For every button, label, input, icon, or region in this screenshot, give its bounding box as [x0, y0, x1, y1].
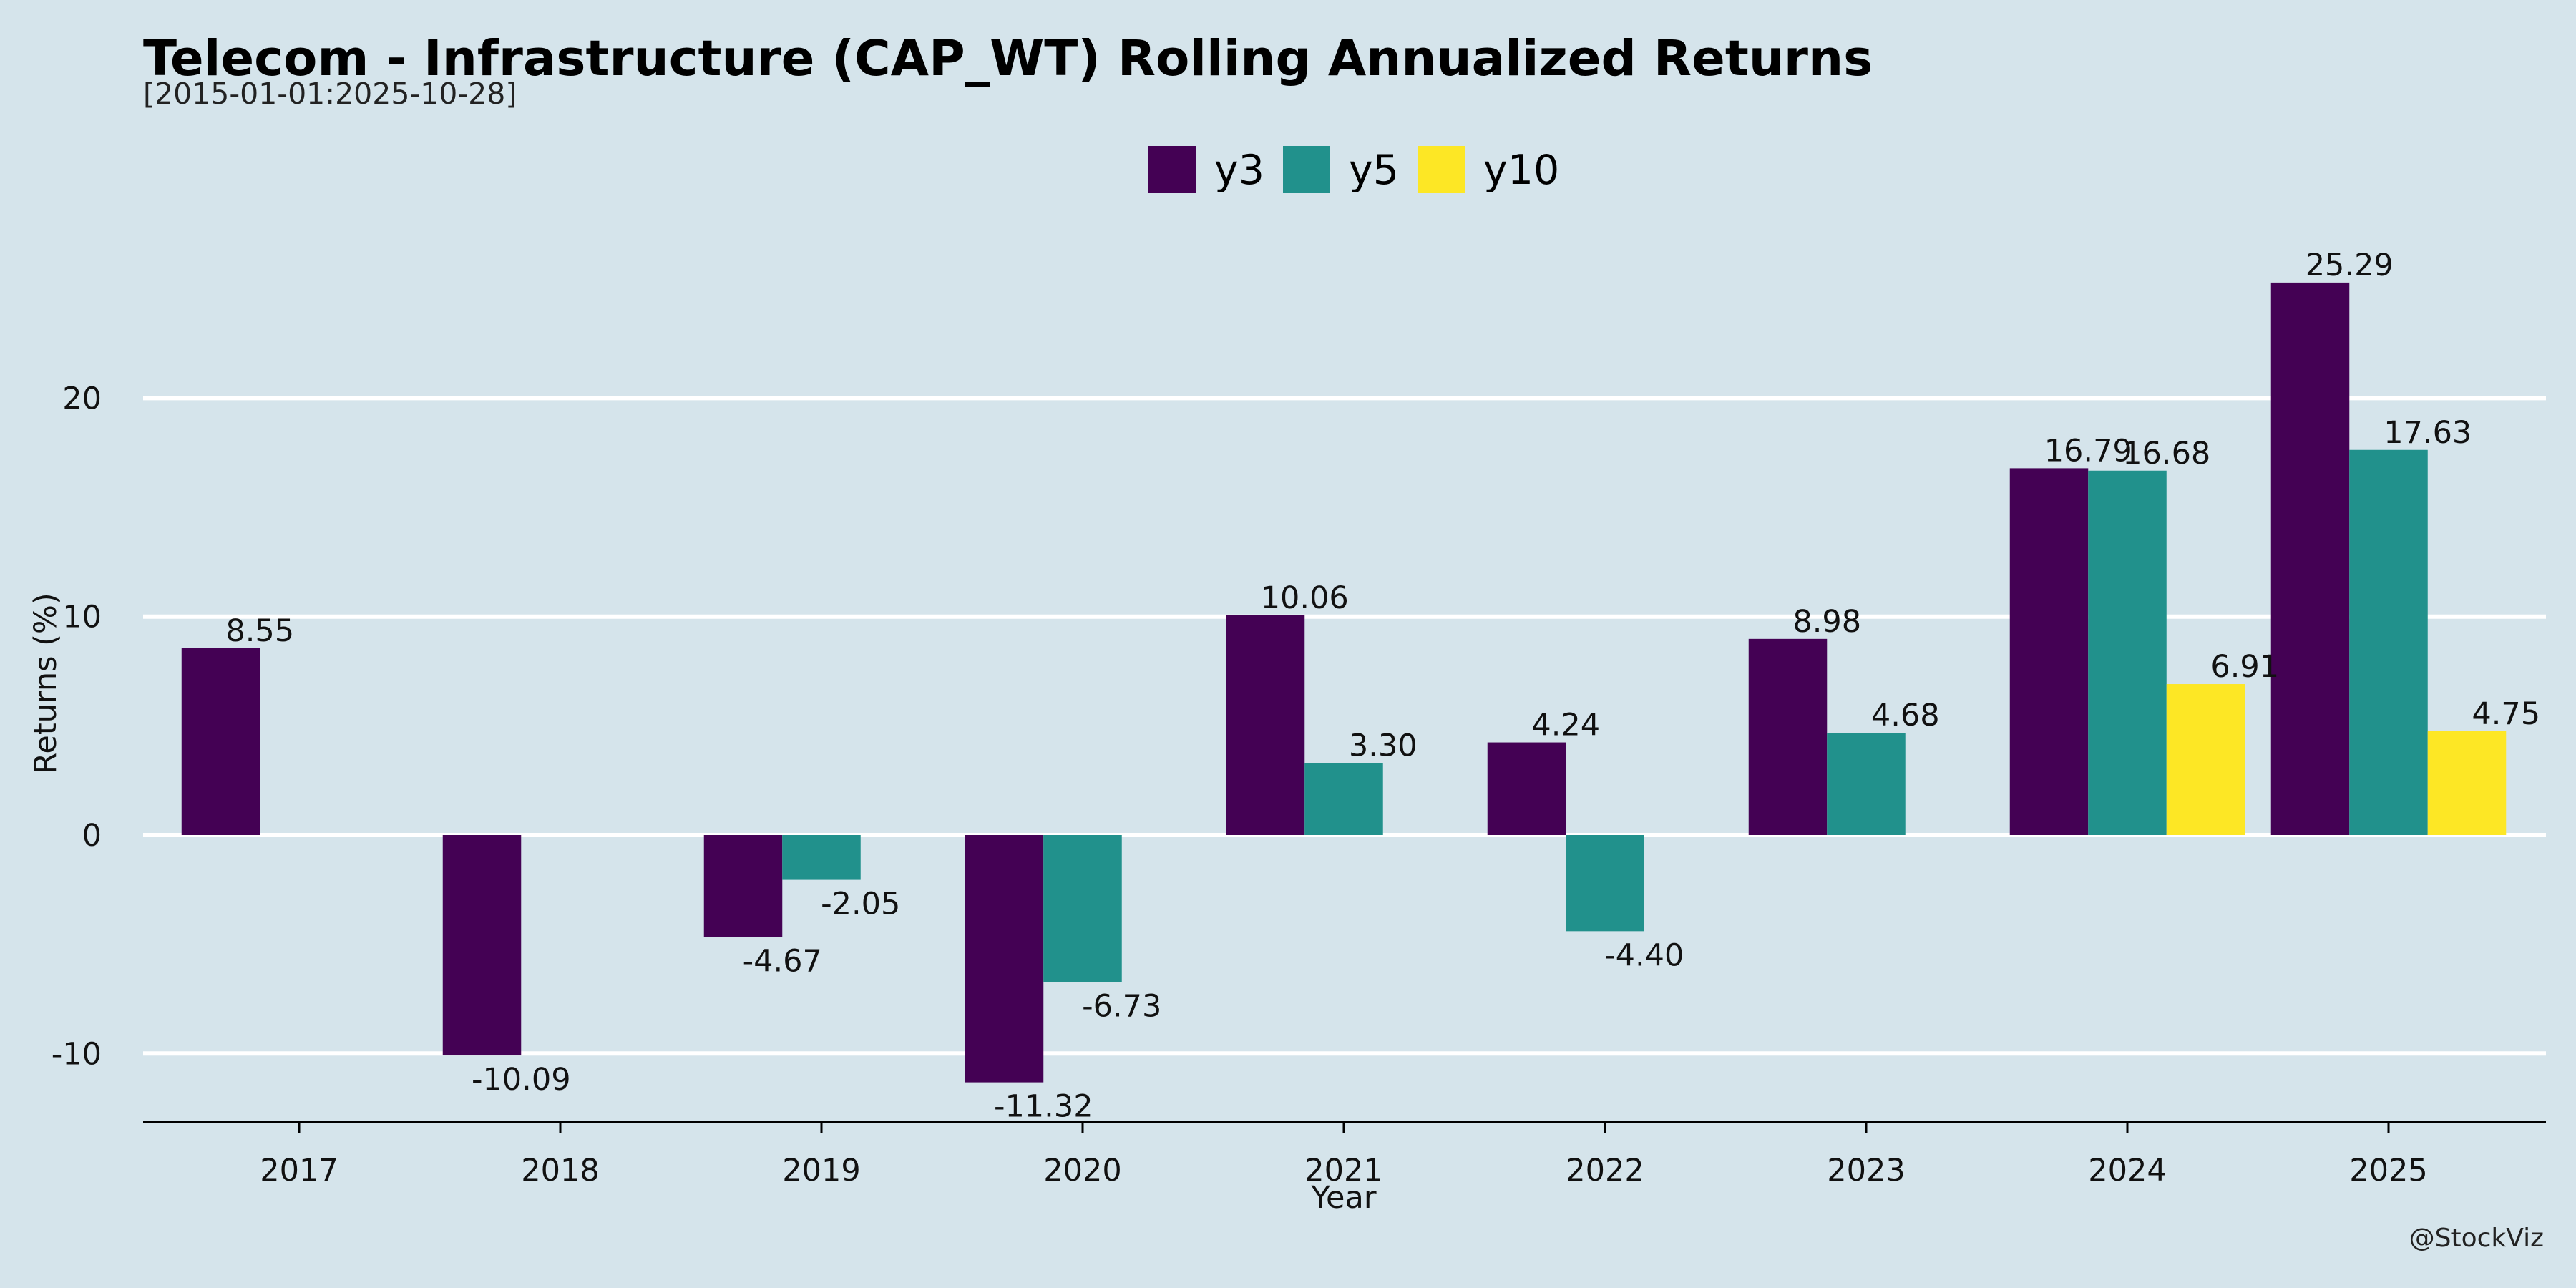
bar-y5-2025 [2349, 449, 2428, 835]
y-tick-label: 20 [62, 381, 102, 416]
bar-y5-2023 [1827, 733, 1906, 835]
value-label: 4.24 [1531, 708, 1600, 743]
bar-y3-2024 [2009, 468, 2089, 835]
bars [181, 282, 2507, 1083]
y-axis-label: Returns (%) [28, 592, 64, 774]
legend-label-y3: y3 [1214, 147, 1264, 194]
value-label: 8.55 [225, 613, 294, 649]
value-label: 3.30 [1349, 728, 1418, 763]
bar-y3-2021 [1226, 615, 1305, 835]
value-label: 4.68 [1871, 698, 1940, 733]
x-tick-label: 2018 [521, 1153, 599, 1189]
bar-y5-2020 [1043, 835, 1122, 982]
bar-y3-2022 [1487, 742, 1566, 835]
y-tick-label: 0 [82, 818, 102, 854]
value-label: -6.73 [1082, 988, 1161, 1024]
bar-y3-2020 [965, 835, 1044, 1083]
bar-y5-2022 [1566, 835, 1644, 932]
legend-label-y10: y10 [1483, 147, 1559, 194]
chart-subtitle: [2015-01-01:2025-10-28] [143, 77, 517, 111]
x-tick-label: 2022 [1566, 1153, 1644, 1189]
bar-y5-2019 [782, 835, 861, 880]
credit-text: @StockViz [2409, 1224, 2544, 1253]
value-label: 6.91 [2210, 649, 2279, 685]
legend-swatch-y5 [1283, 146, 1330, 193]
bar-y3-2025 [2270, 282, 2350, 835]
x-tick-label: 2021 [1304, 1153, 1382, 1189]
value-label: -2.05 [821, 887, 900, 922]
value-label: -11.32 [994, 1089, 1093, 1125]
value-label: 16.79 [2044, 433, 2132, 469]
x-tick-label: 2025 [2349, 1153, 2427, 1189]
y-tick-label: 10 [62, 600, 102, 635]
bar-y5-2024 [2088, 470, 2167, 835]
value-label: 16.68 [2122, 436, 2210, 472]
value-label: -4.40 [1604, 937, 1684, 973]
value-label: 10.06 [1261, 580, 1349, 616]
legend-swatch-y3 [1148, 146, 1196, 193]
x-tick-label: 2023 [1827, 1153, 1905, 1189]
bar-y3-2023 [1748, 638, 1828, 835]
legend-swatch-y10 [1418, 146, 1465, 193]
chart-title: Telecom - Infrastructure (CAP_WT) Rollin… [143, 30, 1873, 87]
bar-y10-2025 [2427, 731, 2507, 835]
x-tick-label: 2017 [260, 1153, 338, 1189]
x-axis-label: Year [1310, 1180, 1376, 1216]
legend-label-y5: y5 [1349, 147, 1399, 194]
value-labels: 8.55 -10.09 -4.67 -11.32 10.06 4.24 8.98 16.79 2… [225, 248, 2540, 1125]
value-label: -10.09 [472, 1062, 571, 1098]
bar-y10-2024 [2166, 684, 2245, 835]
x-tick-label: 2019 [782, 1153, 860, 1189]
bar-y5-2021 [1304, 763, 1383, 835]
y-tick-label: -10 [52, 1036, 102, 1072]
value-label: 4.75 [2472, 696, 2540, 732]
bar-y3-2017 [181, 648, 260, 835]
x-tick-label: 2020 [1043, 1153, 1121, 1189]
value-label: 25.29 [2306, 248, 2394, 283]
value-label: -4.67 [743, 944, 822, 980]
bar-y3-2018 [442, 835, 522, 1056]
value-label: 17.63 [2384, 415, 2472, 451]
bar-y3-2019 [703, 835, 783, 937]
value-label: 8.98 [1792, 604, 1861, 640]
legend: y3 y5 y10 [1148, 146, 1559, 194]
axes: -10 0 10 20 2017 2018 2019 2020 2021 2022 2023 2024… [52, 381, 2546, 1189]
x-tick-label: 2024 [2088, 1153, 2166, 1189]
